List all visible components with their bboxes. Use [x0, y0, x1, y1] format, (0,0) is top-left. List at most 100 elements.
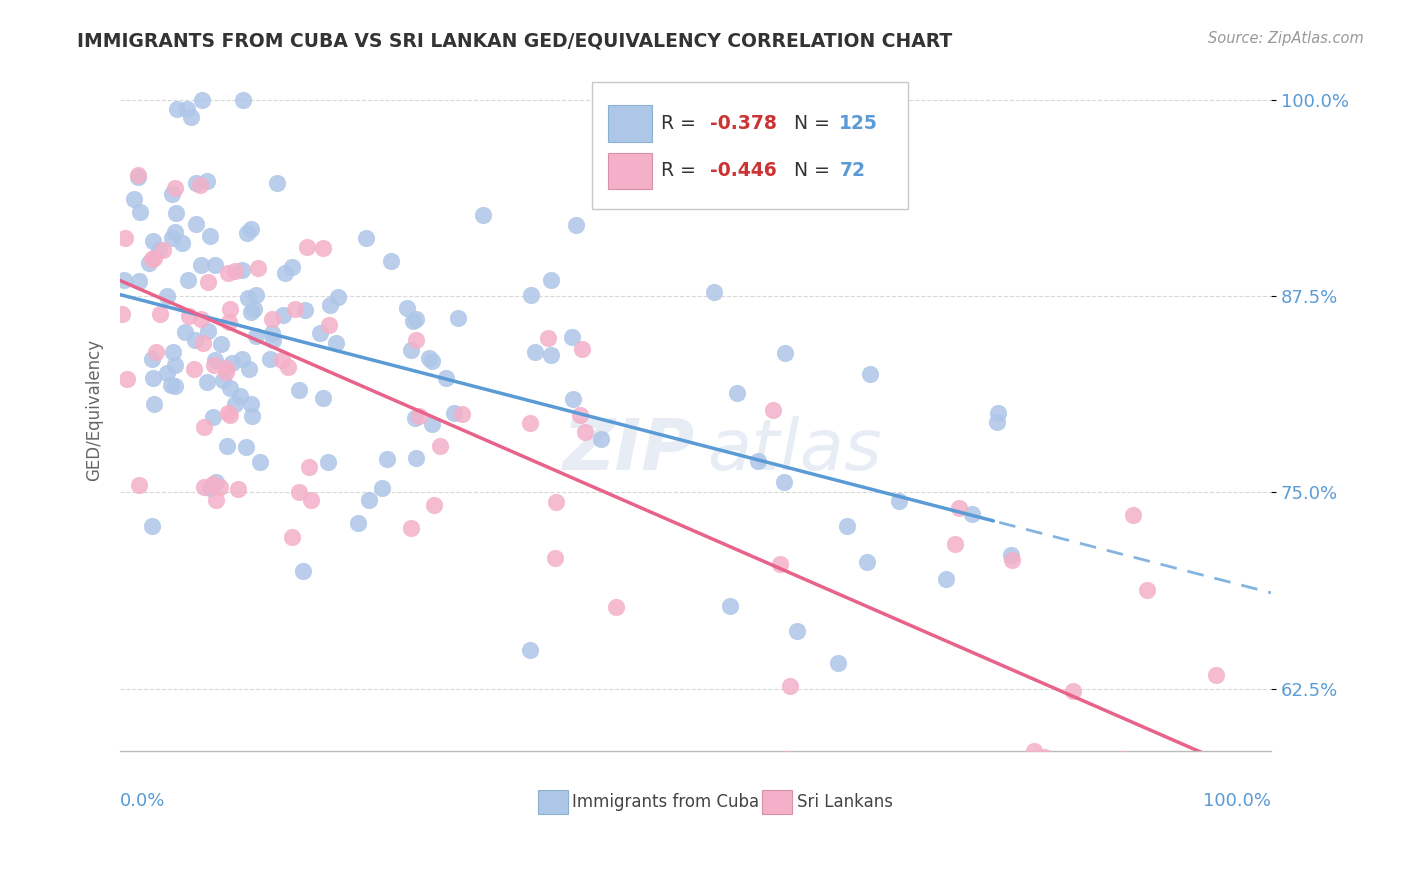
Point	[943, 537, 966, 551]
Point	[288, 383, 311, 397]
Point	[405, 311, 427, 326]
Point	[1136, 582, 1159, 597]
Point	[191, 335, 214, 350]
Point	[215, 361, 238, 376]
Point	[246, 260, 269, 275]
Point	[186, 217, 208, 231]
Point	[1001, 553, 1024, 567]
Point	[183, 361, 205, 376]
Point	[152, 244, 174, 258]
Point	[229, 389, 252, 403]
Text: atlas: atlas	[707, 417, 882, 485]
Point	[218, 381, 240, 395]
FancyBboxPatch shape	[607, 104, 652, 142]
Point	[236, 291, 259, 305]
Point	[605, 599, 627, 614]
Point	[156, 288, 179, 302]
Point	[399, 343, 422, 357]
FancyBboxPatch shape	[592, 82, 908, 209]
Point	[156, 366, 179, 380]
Point	[725, 386, 748, 401]
Point	[166, 102, 188, 116]
Point	[266, 176, 288, 190]
Point	[115, 371, 138, 385]
Point	[174, 325, 197, 339]
Point	[148, 243, 170, 257]
Text: Source: ZipAtlas.com: Source: ZipAtlas.com	[1208, 31, 1364, 46]
Point	[718, 599, 741, 613]
Point	[149, 307, 172, 321]
Point	[1000, 548, 1022, 562]
Point	[856, 555, 879, 569]
FancyBboxPatch shape	[762, 789, 792, 814]
Point	[242, 302, 264, 317]
Point	[111, 307, 134, 321]
Point	[283, 301, 305, 316]
Point	[472, 208, 495, 222]
Point	[561, 392, 583, 406]
Point	[1062, 684, 1084, 698]
Point	[1111, 752, 1133, 766]
Point	[574, 425, 596, 440]
Point	[747, 454, 769, 468]
Point	[281, 530, 304, 544]
Text: N =: N =	[782, 113, 835, 133]
Point	[201, 410, 224, 425]
Text: 125: 125	[839, 113, 879, 133]
Point	[571, 342, 593, 356]
Point	[569, 409, 592, 423]
Point	[218, 315, 240, 329]
Point	[122, 192, 145, 206]
Point	[191, 93, 214, 107]
Point	[217, 266, 239, 280]
Point	[277, 360, 299, 375]
Point	[380, 254, 402, 268]
Point	[887, 494, 910, 508]
Point	[205, 475, 228, 489]
Point	[114, 231, 136, 245]
Point	[935, 572, 957, 586]
Text: -0.378: -0.378	[710, 113, 778, 133]
Point	[318, 318, 340, 332]
Point	[165, 206, 187, 220]
Point	[201, 476, 224, 491]
Text: 72: 72	[839, 161, 866, 180]
Point	[141, 351, 163, 366]
Point	[142, 251, 165, 265]
Point	[288, 485, 311, 500]
Point	[145, 344, 167, 359]
Point	[188, 178, 211, 192]
Text: N =: N =	[782, 161, 835, 180]
Point	[176, 103, 198, 117]
Point	[112, 273, 135, 287]
Point	[177, 273, 200, 287]
Point	[141, 519, 163, 533]
Point	[159, 378, 181, 392]
Point	[402, 314, 425, 328]
Point	[281, 260, 304, 274]
Point	[423, 498, 446, 512]
Point	[298, 459, 321, 474]
Point	[215, 365, 238, 379]
Text: R =: R =	[661, 113, 702, 133]
Point	[236, 226, 259, 240]
Point	[235, 440, 257, 454]
Point	[226, 482, 249, 496]
Point	[240, 397, 263, 411]
Point	[544, 550, 567, 565]
Point	[359, 493, 381, 508]
Point	[299, 493, 322, 508]
Point	[375, 452, 398, 467]
Point	[190, 311, 212, 326]
Point	[565, 218, 588, 232]
Point	[217, 406, 239, 420]
FancyBboxPatch shape	[607, 153, 652, 189]
Point	[193, 419, 215, 434]
Point	[778, 752, 800, 766]
Point	[786, 624, 808, 638]
Point	[837, 519, 859, 533]
Point	[589, 432, 612, 446]
Point	[354, 231, 377, 245]
Point	[404, 410, 426, 425]
Text: Sri Lankans: Sri Lankans	[797, 793, 893, 811]
